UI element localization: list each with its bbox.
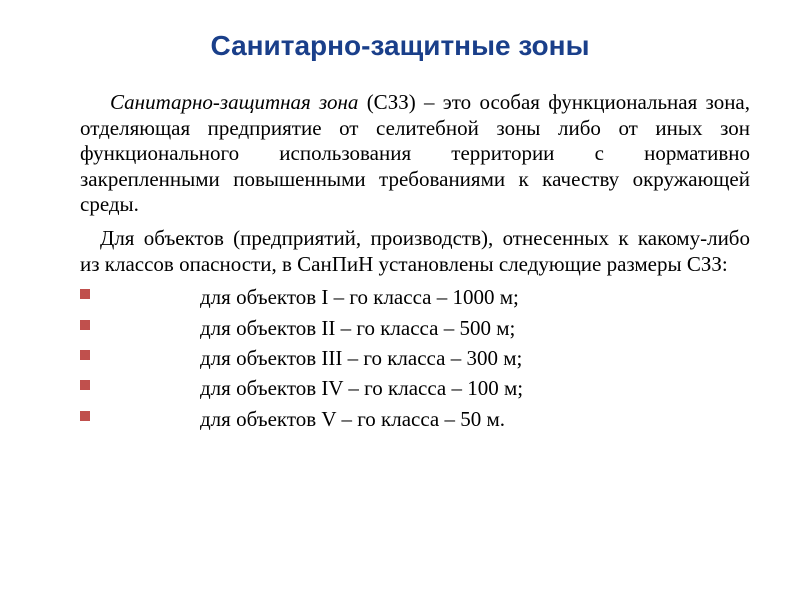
list-item: для объектов V – го класса – 50 м. [80,405,750,433]
list-item: для объектов II – го класса – 500 м; [80,314,750,342]
item-text: для объектов III – го класса – 300 м; [200,344,522,372]
item-text: для объектов II – го класса – 500 м; [200,314,515,342]
list-item: для объектов III – го класса – 300 м; [80,344,750,372]
term: Санитарно-защитная зона [110,90,358,114]
square-bullet-icon [80,411,90,421]
item-list: для объектов I – го класса – 1000 м; для… [80,283,750,433]
abbrev: (СЗЗ) [367,90,416,114]
list-item: для объектов IV – го класса – 100 м; [80,374,750,402]
definition-paragraph: Санитарно-защитная зона (СЗЗ) – это особ… [80,90,750,218]
slide-title: Санитарно-защитные зоны [50,30,750,62]
square-bullet-icon [80,380,90,390]
item-text: для объектов IV – го класса – 100 м; [200,374,523,402]
list-item: для объектов I – го класса – 1000 м; [80,283,750,311]
item-text: для объектов I – го класса – 1000 м; [200,283,519,311]
square-bullet-icon [80,289,90,299]
square-bullet-icon [80,350,90,360]
square-bullet-icon [80,320,90,330]
item-text: для объектов V – го класса – 50 м. [200,405,505,433]
slide: Санитарно-защитные зоны Санитарно-защитн… [0,0,800,600]
intro-paragraph: Для объектов (предприятий, производств),… [80,226,750,277]
